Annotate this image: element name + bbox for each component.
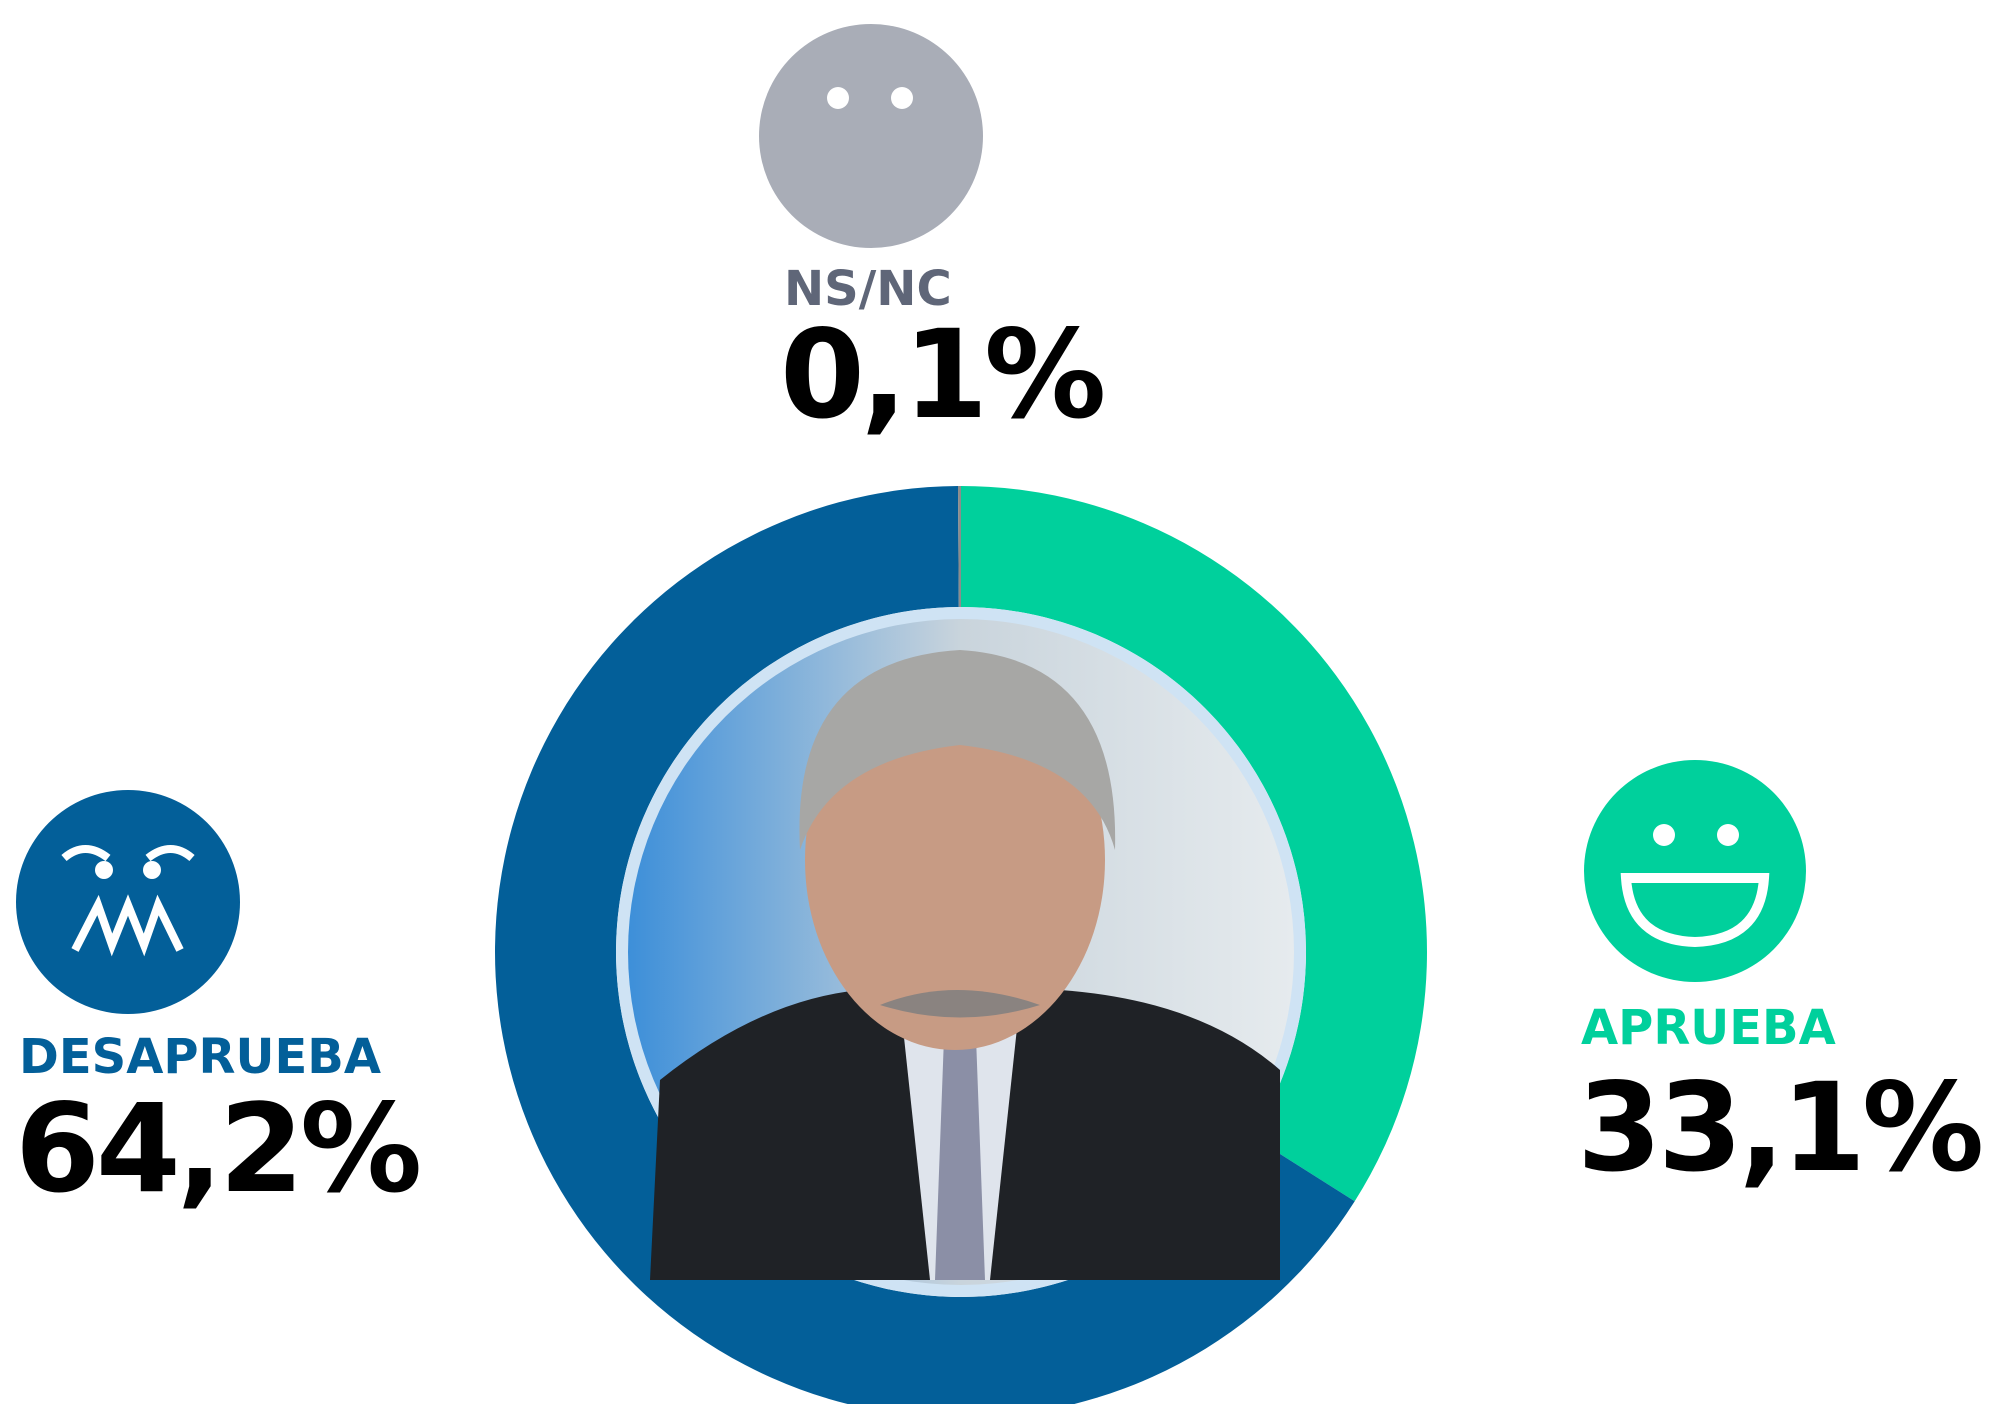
- portrait: [616, 607, 1306, 1297]
- approve-icon: [1584, 760, 1806, 982]
- value-label: 33,1%: [1577, 1057, 1981, 1199]
- value-label: 64,2%: [15, 1078, 419, 1220]
- disapprove-icon: [16, 790, 240, 1014]
- neutral-icon: [759, 24, 983, 248]
- category-label: DESAPRUEBA: [19, 1029, 381, 1085]
- category-label: APRUEBA: [1581, 1000, 1836, 1056]
- value-label: 0,1%: [780, 304, 1103, 446]
- chart: APRUEBA33,1%DESAPRUEBA64,2%NS/NC0,1%: [0, 0, 1990, 1404]
- page: APRUEBA33,1%DESAPRUEBA64,2%NS/NC0,1% (()…: [0, 0, 1990, 1404]
